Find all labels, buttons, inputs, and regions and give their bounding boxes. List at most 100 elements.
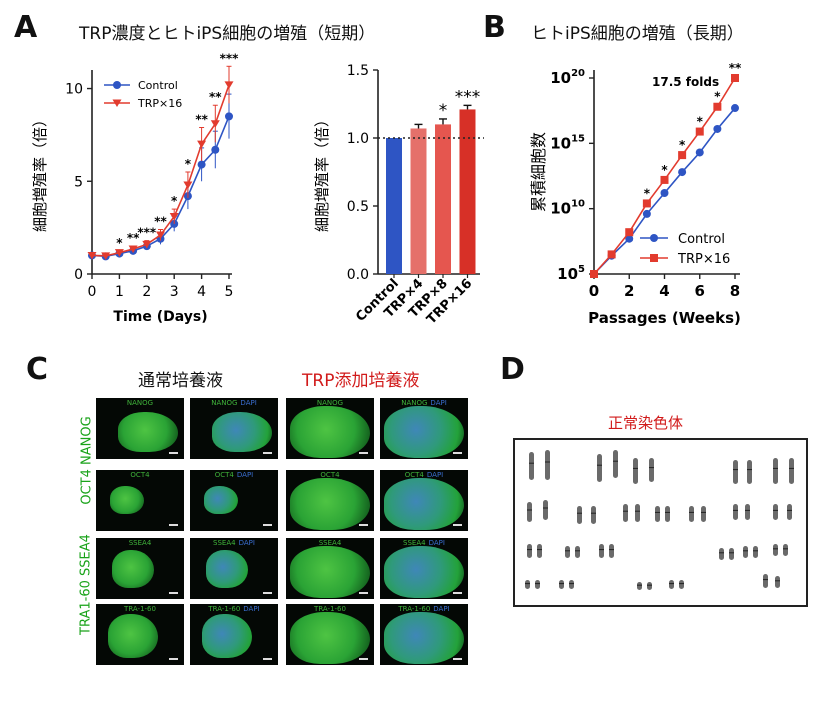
chromosome xyxy=(591,506,596,524)
y-tick-label: 5 xyxy=(74,174,83,190)
fold-change-label: 17.5 folds xyxy=(652,75,719,89)
chromosome xyxy=(609,544,614,558)
stain-label: TRA-1-60 xyxy=(124,605,156,613)
chromosome xyxy=(689,506,694,522)
chromosome xyxy=(763,574,768,588)
legend-marker xyxy=(113,81,121,89)
y-axis-title: 細胞増殖率（倍） xyxy=(31,112,49,232)
significance-label: ** xyxy=(127,231,140,245)
data-point xyxy=(678,151,687,160)
karyotype-image xyxy=(513,438,808,607)
chromosome xyxy=(753,546,758,558)
chromosome xyxy=(599,544,604,558)
bar-2 xyxy=(435,124,451,275)
y-tick-label: 1.5 xyxy=(347,63,369,79)
x-tick-label: 4 xyxy=(659,282,669,300)
chromosome xyxy=(773,544,778,556)
scale-bar xyxy=(169,524,178,526)
x-tick-label: 2 xyxy=(142,284,151,300)
chromosome xyxy=(545,450,550,480)
data-point xyxy=(660,188,669,197)
stain-tile: SSEA4 xyxy=(286,538,374,599)
chromosome xyxy=(789,458,794,484)
chromosome xyxy=(655,506,660,522)
chromosome xyxy=(745,504,750,520)
significance-label: * xyxy=(679,138,686,152)
x-tick-label: 5 xyxy=(225,284,234,300)
data-point xyxy=(87,251,97,260)
significance-label: ** xyxy=(209,90,222,104)
chromosome xyxy=(575,546,580,558)
chromosome xyxy=(701,506,706,522)
stain-label: OCT4 DAPI xyxy=(404,471,444,479)
scale-bar xyxy=(263,524,272,526)
significance-label: * xyxy=(439,101,448,121)
cell-colony xyxy=(118,412,178,452)
significance-label: * xyxy=(661,163,668,177)
panel-a-title: TRP濃度とヒトiPS細胞の増殖（短期） xyxy=(79,24,376,44)
data-point xyxy=(642,209,651,218)
panel-letter-b: B xyxy=(483,10,506,45)
cell-colony xyxy=(290,478,370,530)
stain-tile: SSEA4 DAPI xyxy=(380,538,468,599)
chromosome xyxy=(527,544,532,558)
legend-label: TRP×16 xyxy=(677,252,730,267)
significance-label: ** xyxy=(729,61,742,75)
data-point xyxy=(625,228,634,237)
chromosome xyxy=(623,504,628,522)
stain-label: TRA-1-60 xyxy=(314,605,346,613)
row-label-tra-ssea4: TRA1-60 SSEA4 xyxy=(78,534,94,635)
panel-d-title: 正常染色体 xyxy=(608,414,684,432)
y-tick-label: 0.5 xyxy=(347,199,369,215)
stain-tile: TRA-1-60 xyxy=(286,604,374,665)
data-point xyxy=(642,199,651,208)
stain-label: TRA-1-60 DAPI xyxy=(398,605,450,613)
stain-label: NANOG DAPI xyxy=(211,399,257,407)
x-tick-label: 1 xyxy=(115,284,124,300)
chromosome xyxy=(569,580,574,589)
data-point xyxy=(128,245,138,253)
stain-label: NANOG xyxy=(126,399,154,407)
chromosome xyxy=(679,580,684,589)
chart-b: 105 1010 1015 1020 0 2 4 6 8 Passages (Weeks) 累積細胞… xyxy=(529,61,742,327)
y-axis-title: 細胞増殖率（倍） xyxy=(313,112,331,232)
stain-tile: OCT4 xyxy=(96,470,184,531)
stain-tile: SSEA4 xyxy=(96,538,184,599)
stain-tile: SSEA4 DAPI xyxy=(190,538,278,599)
stain-tile: TRA-1-60 xyxy=(96,604,184,665)
chromosome xyxy=(637,582,642,590)
legend-marker xyxy=(112,99,122,107)
chromosome xyxy=(633,458,638,484)
data-point xyxy=(713,124,722,133)
significance-label: * xyxy=(185,157,192,171)
data-point xyxy=(590,270,598,278)
y-tick-label: 1.0 xyxy=(347,131,369,147)
y-tick-label: 1010 xyxy=(550,199,585,218)
chromosome xyxy=(783,544,788,556)
cell-colony xyxy=(202,614,252,658)
x-tick-label: 8 xyxy=(730,282,740,300)
chart-a-right: 0.00.51.01.5細胞増殖率（倍）ControlTRP×4*TRP×8**… xyxy=(313,63,484,327)
scale-bar xyxy=(359,452,368,454)
data-point xyxy=(101,252,111,260)
data-point xyxy=(660,175,669,184)
chromosome xyxy=(743,546,748,558)
data-point xyxy=(197,140,207,149)
bar-1 xyxy=(410,128,427,274)
scale-bar xyxy=(453,452,462,454)
stain-tile: NANOG xyxy=(286,398,374,459)
panel-letter-a: A xyxy=(14,10,38,45)
cell-colony xyxy=(204,486,238,514)
significance-label: *** xyxy=(455,87,481,107)
cell-colony xyxy=(290,546,370,598)
chromosome xyxy=(535,580,540,589)
x-tick-label: 6 xyxy=(695,282,705,300)
significance-label: * xyxy=(644,186,651,200)
chromosome xyxy=(773,458,778,484)
data-point xyxy=(678,168,687,177)
data-point xyxy=(224,81,234,89)
data-point xyxy=(731,74,739,82)
data-point xyxy=(695,127,704,136)
cell-colony xyxy=(384,478,464,530)
scale-bar xyxy=(359,524,368,526)
